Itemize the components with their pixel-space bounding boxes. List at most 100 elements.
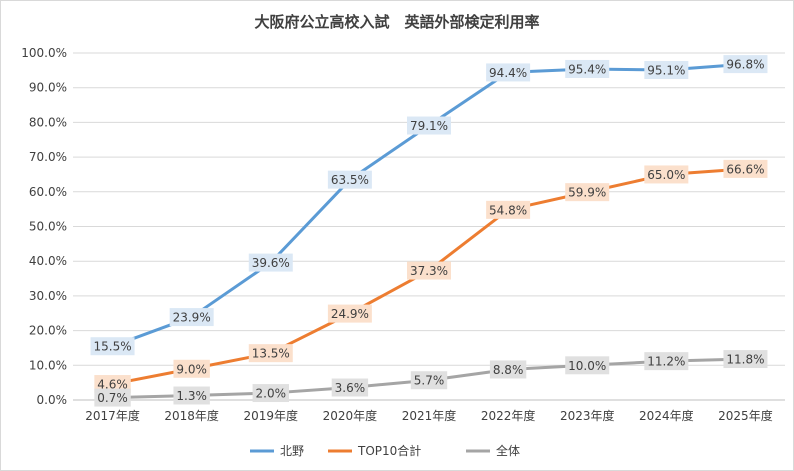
data-label: 96.8% [723,55,768,74]
data-label-box [248,344,293,363]
data-label-box [486,200,531,219]
data-label: 11.2% [644,352,689,371]
data-label-text: 63.5% [331,173,369,187]
data-label-text: 95.1% [647,64,685,78]
data-label-text: 5.7% [414,374,445,388]
legend-item: 全体 [466,443,520,458]
x-tick-label: 2021年度 [402,408,457,423]
data-label-box [327,304,372,323]
data-label: 11.8% [723,350,768,369]
data-label: 54.8% [486,200,531,219]
data-label-box [644,165,689,184]
x-tick-label: 2023年度 [560,408,615,423]
x-tick-label: 2022年度 [481,408,536,423]
chart-title: 大阪府公立高校入試 英語外部検定利用率 [254,13,539,31]
data-label-text: 0.7% [97,391,128,405]
legend-label: TOP10合計 [357,443,421,458]
data-label-box [331,378,369,397]
data-label-text: 23.9% [173,311,211,325]
y-tick-label: 50.0% [29,220,67,234]
y-tick-label: 90.0% [29,81,67,95]
data-label-text: 54.8% [489,203,527,217]
legend-item: 北野 [250,444,304,458]
legend-label: 全体 [496,443,520,458]
x-tick-label: 2018年度 [164,408,219,423]
data-label: 5.7% [410,371,448,390]
data-label-text: 95.4% [568,62,606,76]
data-label-text: 94.4% [489,66,527,80]
data-label-box [173,386,210,405]
data-label-text: 65.0% [647,168,685,182]
data-label-text: 66.6% [726,162,764,176]
data-label: 94.4% [486,63,531,82]
data-label: 0.7% [94,388,131,407]
data-label-text: 3.6% [335,381,366,395]
data-label-box [565,183,610,202]
data-label: 39.6% [248,253,293,272]
data-label-box [252,384,289,403]
data-label: 95.1% [644,61,689,80]
y-tick-label: 20.0% [29,324,67,338]
data-label-box [723,350,768,369]
data-label-text: 96.8% [726,58,764,72]
y-tick-label: 40.0% [29,254,67,268]
y-tick-label: 80.0% [29,115,67,129]
data-label: 15.5% [90,337,135,356]
data-label-text: 10.0% [568,359,606,373]
data-label-text: 13.5% [252,347,290,361]
legend-label: 北野 [280,444,304,458]
data-label-text: 11.8% [726,353,764,367]
y-tick-label: 100.0% [21,46,67,60]
data-label-box [565,59,610,78]
data-label: 2.0% [252,384,289,403]
data-label-box [94,375,131,394]
data-label: 95.4% [565,59,610,78]
data-label-box [327,170,372,189]
data-label: 4.6% [94,375,131,394]
y-tick-label: 10.0% [29,358,67,372]
x-tick-label: 2020年度 [323,408,378,423]
data-label: 3.6% [331,378,369,397]
data-label: 65.0% [644,165,689,184]
data-label: 79.1% [407,116,451,135]
y-axis: 0.0% 10.0% 20.0% 30.0% 40.0% 50.0% 60.0% 70.0% 8… [21,46,67,407]
data-label-text: 11.2% [647,355,685,369]
data-label-box [489,360,527,379]
data-label-box [723,55,768,74]
series-line-0 [111,62,747,348]
data-label-text: 39.6% [252,256,290,270]
data-label-box [90,337,135,356]
data-label-box [644,61,689,80]
series-lines [111,62,747,400]
data-label: 63.5% [327,170,372,189]
x-tick-label: 2017年度 [85,408,140,423]
data-label-text: 79.1% [410,119,448,133]
data-label-text: 2.0% [256,387,287,401]
data-label-box [248,253,293,272]
data-label-text: 8.8% [493,363,524,377]
data-label: 23.9% [169,308,214,327]
data-label-text: 1.3% [176,389,207,403]
y-tick-label: 60.0% [29,185,67,199]
data-label: 59.9% [565,183,610,202]
data-label-box [486,63,531,82]
data-label: 8.8% [489,360,527,379]
y-tick-label: 0.0% [37,393,68,407]
x-tick-label: 2024年度 [639,408,694,423]
x-tick-label: 2025年度 [718,408,773,423]
data-label: 13.5% [248,344,293,363]
data-label: 9.0% [173,359,210,378]
data-label: 37.3% [407,261,451,280]
data-label: 66.6% [723,159,768,178]
y-tick-label: 70.0% [29,150,67,164]
data-label: 1.3% [173,386,210,405]
data-label: 10.0% [565,356,610,375]
data-label-box [565,356,610,375]
data-label-text: 15.5% [93,340,131,354]
data-label-box [407,261,451,280]
data-label-text: 37.3% [410,264,448,278]
data-label-text: 9.0% [176,362,207,376]
data-label-box [410,371,448,390]
data-label-box [644,352,689,371]
